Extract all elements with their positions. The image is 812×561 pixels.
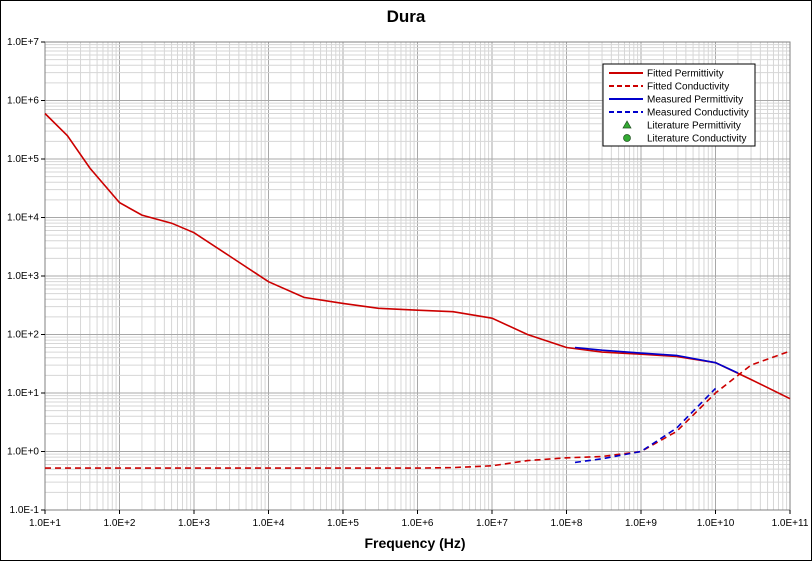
legend: Fitted Permittivity Fitted Conductivity Me… xyxy=(602,63,756,147)
y-tick-label: 1.0E+3 xyxy=(7,271,39,282)
legend-label-measured-conductivity: Measured Conductivity xyxy=(647,108,749,119)
axis-layer: 1.0E+1 1.0E+2 1.0E+3 1.0E+4 1.0E+5 1.0E+6 1.0E… xyxy=(7,37,809,529)
legend-marker-literature-permittivity xyxy=(622,120,632,129)
series-line-fitted-conductivity xyxy=(45,350,791,469)
x-tick-label: 1.0E+9 xyxy=(625,518,657,529)
x-tick-label: 1.0E+10 xyxy=(697,518,735,529)
legend-label-fitted-conductivity: Fitted Conductivity xyxy=(647,82,729,93)
x-tick-label: 1.0E+1 xyxy=(29,518,61,529)
x-tick-label: 1.0E+11 xyxy=(772,518,809,529)
x-tick-label: 1.0E+4 xyxy=(253,518,285,529)
chart-title: Dura xyxy=(387,7,426,26)
x-tick-label: 1.0E+6 xyxy=(402,518,434,529)
y-tick-label: 1.0E+7 xyxy=(7,37,39,48)
legend-box xyxy=(602,63,756,147)
legend-label-measured-permittivity: Measured Permittivity xyxy=(647,95,743,106)
legend-marker-literature-conductivity xyxy=(623,134,631,142)
x-tick-label: 1.0E+2 xyxy=(104,518,136,529)
x-tick-label: 1.0E+8 xyxy=(551,518,583,529)
legend-label-literature-permittivity: Literature Permittivity xyxy=(647,121,741,132)
legend-label-fitted-permittivity: Fitted Permittivity xyxy=(647,69,724,80)
y-tick-label: 1.0E+1 xyxy=(7,388,39,399)
series-line-fitted-permittivity xyxy=(44,112,791,400)
legend-label-literature-conductivity: Literature Conductivity xyxy=(647,134,747,145)
y-tick-label: 1.0E+6 xyxy=(7,96,39,107)
series-layer xyxy=(44,112,791,469)
x-tick-label: 1.0E+3 xyxy=(178,518,210,529)
y-tick-label: 1.0E+5 xyxy=(7,154,39,165)
y-tick-label: 1.0E+2 xyxy=(7,330,39,341)
y-tick-label: 1.0E+0 xyxy=(7,447,39,458)
x-tick-label: 1.0E+5 xyxy=(327,518,359,529)
x-axis-title: Frequency (Hz) xyxy=(364,535,465,551)
x-tick-label: 1.0E+7 xyxy=(476,518,508,529)
y-tick-label: 1.0E-1 xyxy=(10,505,40,516)
series-line-measured-permittivity xyxy=(574,346,739,374)
y-tick-label: 1.0E+4 xyxy=(7,213,39,224)
